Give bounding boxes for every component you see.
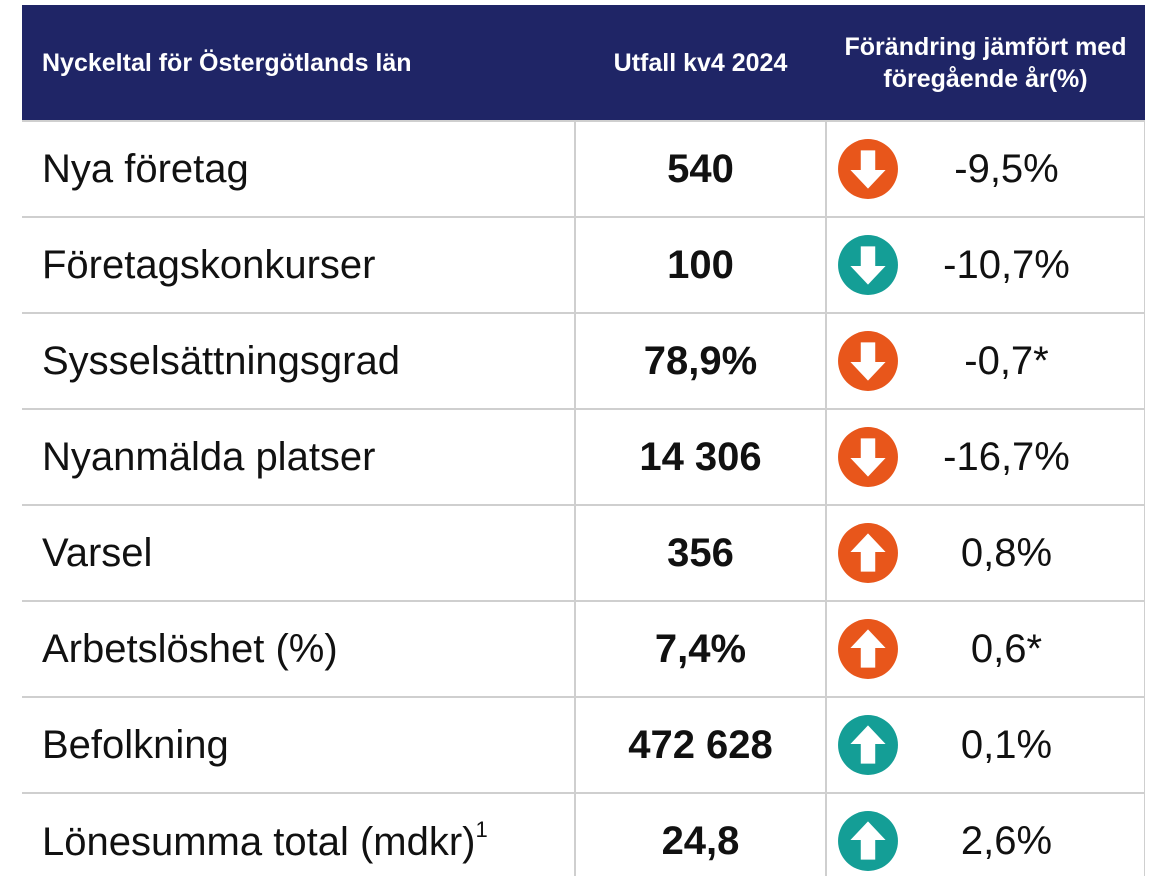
change-cell: -10,7% [825,216,1145,314]
label-cell: Företagskonkurser [22,216,576,314]
trend-icon [838,427,898,487]
change: -16,7% [827,426,1144,488]
label: Arbetslöshet (%) [42,626,338,671]
label-cell: Lönesumma total (mdkr)1 [22,792,576,876]
change-cell: -16,7% [825,408,1145,506]
change-text: -16,7% [943,434,1070,479]
table-row: Sysselsättningsgrad 78,9% -0,7* [22,312,1145,410]
table-row: Varsel 356 0,8% [22,504,1145,602]
change-text: 0,1% [960,722,1053,767]
trend-icon [838,235,898,295]
header-row: Nyckeltal för Östergötlands län Utfall k… [22,5,1145,121]
change-cell: 0,8% [825,504,1145,602]
change: 2,6% [827,810,1144,872]
change-cell: -9,5% [825,120,1145,218]
change-cell: 0,1% [825,696,1145,794]
change-text: -10,7% [943,242,1070,287]
trend-icon [838,715,898,775]
label: Företagskonkurser [42,242,376,287]
value-cell: 540 [574,120,827,218]
label-cell: Befolkning [22,696,576,794]
header-cell: Utfall kv4 2024 [575,5,826,121]
value-cell: 356 [574,504,827,602]
change-cell: -0,7* [825,312,1145,410]
trend-icon [838,523,898,583]
table-wrap: Nyckeltal för Östergötlands län Utfall k… [22,5,1145,876]
value-cell: 100 [574,216,827,314]
trend-icon [838,811,898,871]
label: Nya företag [42,146,249,191]
change-cell: 2,6% [825,792,1145,876]
trend-icon [838,331,898,391]
change-text: -0,7* [964,338,1049,383]
change: 0,8% [827,522,1144,584]
table-row: Nya företag 540 -9,5% [22,120,1145,218]
trend-icon [838,139,898,199]
label-cell: Nyanmälda platser [22,408,576,506]
change: 0,1% [827,714,1144,776]
value-cell: 14 306 [574,408,827,506]
label: Sysselsättningsgrad [42,338,400,383]
label: Befolkning [42,722,229,767]
change: -0,7* [827,330,1144,392]
value-cell: 472 628 [574,696,827,794]
change: -9,5% [827,138,1144,200]
value-cell: 78,9% [574,312,827,410]
trend-icon [838,619,898,679]
header-cell: Förändring jämfört med föregående år(%) [826,5,1145,121]
label-cell: Arbetslöshet (%) [22,600,576,698]
change-text: 2,6% [960,818,1053,863]
table-row: Företagskonkurser 100 -10,7% [22,216,1145,314]
change: 0,6* [827,618,1144,680]
label: Lönesumma total (mdkr) [42,820,476,864]
table-row: Nyanmälda platser 14 306 -16,7% [22,408,1145,506]
label-cell: Nya företag [22,120,576,218]
change: -10,7% [827,234,1144,296]
label: Nyanmälda platser [42,434,376,479]
table-row: Befolkning 472 628 0,1% [22,696,1145,794]
value-cell: 7,4% [574,600,827,698]
value-cell: 24,8 [574,792,827,876]
header-cell: Nyckeltal för Östergötlands län [22,5,575,121]
table-row: Lönesumma total (mdkr)1 24,8 2,6% [22,792,1145,876]
footnote-mark: 1 [475,817,488,842]
label: Varsel [42,530,153,575]
label-cell: Sysselsättningsgrad [22,312,576,410]
label-cell: Varsel [22,504,576,602]
table-row: Arbetslöshet (%) 7,4% 0,6* [22,600,1145,698]
change-cell: 0,6* [825,600,1145,698]
table-body: Nya företag 540 -9,5% Företagskonkurser 100 -… [22,120,1145,876]
change-text: -9,5% [954,146,1059,191]
change-text: 0,6* [970,626,1043,671]
change-text: 0,8% [960,530,1053,575]
key-figures-table: Nyckeltal för Östergötlands län Utfall k… [22,5,1145,876]
